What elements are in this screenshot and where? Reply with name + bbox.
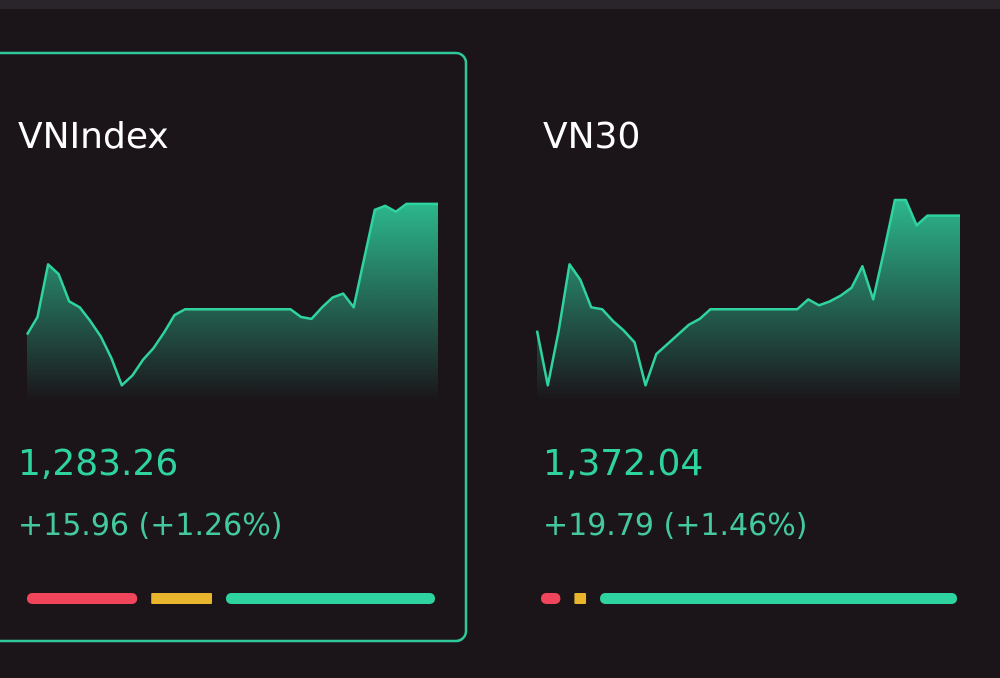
index-value: 1,372.04 xyxy=(543,443,703,484)
sparkline-area xyxy=(27,203,438,400)
breadth-segment xyxy=(600,593,957,604)
breadth-segment xyxy=(226,593,435,604)
index-value: 1,283.26 xyxy=(18,443,178,484)
card-border[interactable] xyxy=(0,51,468,643)
breadth-segment xyxy=(151,593,212,604)
sparkline-area xyxy=(537,200,960,400)
breadth-segment xyxy=(574,593,587,604)
sparkline xyxy=(25,202,438,387)
top-strip xyxy=(0,0,1000,9)
breadth-segment xyxy=(541,593,561,604)
index-change: +15.96 (+1.26%) xyxy=(18,508,282,543)
index-title: VNIndex xyxy=(18,116,169,157)
breadth-segment xyxy=(27,593,138,604)
index-change: +19.79 (+1.46%) xyxy=(543,508,807,543)
index-title: VN30 xyxy=(543,116,640,157)
sparkline xyxy=(535,198,960,387)
